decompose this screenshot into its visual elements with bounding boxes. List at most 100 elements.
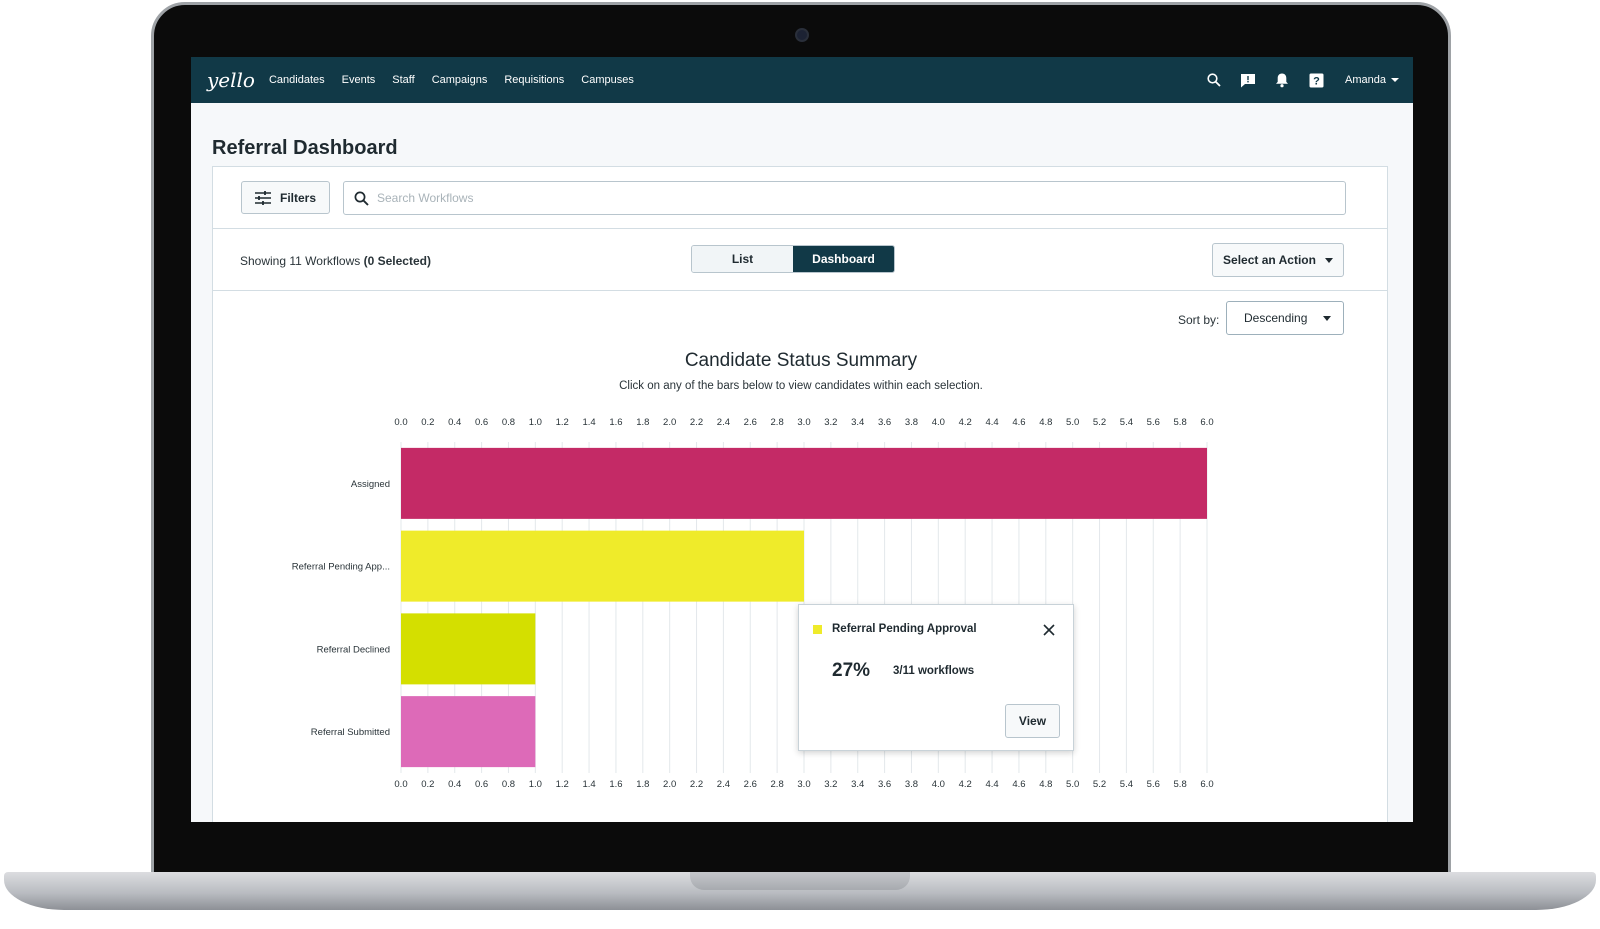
x-tick-label-top: 3.4 <box>851 417 864 428</box>
x-tick-label-top: 5.0 <box>1066 417 1079 428</box>
search-row: Filters <box>213 167 1387 229</box>
select-action-dropdown[interactable]: Select an Action <box>1212 243 1344 277</box>
search-box[interactable] <box>343 181 1346 215</box>
svg-text:?: ? <box>1313 75 1320 87</box>
bar-referral-pending-app[interactable] <box>401 530 804 602</box>
chart-subtitle: Click on any of the bars below to view c… <box>619 380 983 392</box>
popup-title: Referral Pending Approval <box>832 623 977 635</box>
x-tick-label-bottom: 3.2 <box>824 779 837 790</box>
bar-detail-popup: Referral Pending Approval 27% 3/11 workf… <box>798 604 1074 751</box>
select-action-label: Select an Action <box>1223 253 1316 267</box>
x-tick-label-bottom: 0.8 <box>502 779 515 790</box>
x-tick-label-bottom: 2.8 <box>771 779 784 790</box>
candidate-status-chart: 0.0 0.0 0.2 0.2 0.4 0.4 0.6 0.6 0.8 0.8 1.0 1.0 1.2 1… <box>292 417 1214 790</box>
x-tick-label-bottom: 5.6 <box>1147 779 1160 790</box>
x-tick-label-top: 0.8 <box>502 417 515 428</box>
x-tick-label-bottom: 6.0 <box>1200 779 1213 790</box>
x-tick-label-bottom: 1.0 <box>529 779 542 790</box>
x-tick-label-top: 4.2 <box>959 417 972 428</box>
search-icon[interactable] <box>1197 57 1231 103</box>
x-tick-label-top: 3.6 <box>878 417 891 428</box>
x-tick-label-bottom: 0.6 <box>475 779 488 790</box>
y-category-label: Referral Pending App... <box>292 562 390 573</box>
x-tick-label-bottom: 3.6 <box>878 779 891 790</box>
x-tick-label-bottom: 0.2 <box>421 779 434 790</box>
filters-label: Filters <box>279 190 316 205</box>
chart-title: Candidate Status Summary <box>684 350 918 371</box>
x-tick-label-top: 0.4 <box>448 417 461 428</box>
filters-button[interactable]: Filters <box>241 181 330 214</box>
x-tick-label-top: 2.0 <box>663 417 676 428</box>
search-input[interactable] <box>377 191 1277 205</box>
nav-requisitions[interactable]: Requisitions <box>504 74 565 86</box>
view-button[interactable]: View <box>1005 704 1060 738</box>
x-tick-label-top: 5.8 <box>1174 417 1187 428</box>
bar-assigned[interactable] <box>401 447 1207 519</box>
x-tick-label-bottom: 4.2 <box>959 779 972 790</box>
x-tick-label-bottom: 5.2 <box>1093 779 1106 790</box>
x-tick-label-bottom: 1.6 <box>609 779 622 790</box>
x-tick-label-bottom: 3.8 <box>905 779 918 790</box>
sort-select[interactable]: Descending <box>1226 301 1344 335</box>
nav-staff[interactable]: Staff <box>392 74 415 86</box>
sort-label: Sort by: <box>1178 313 1220 327</box>
nav-campuses[interactable]: Campuses <box>581 74 634 86</box>
popup-workflow-count: 3/11 workflows <box>893 665 975 677</box>
workflow-count: Showing 11 Workflows (0 Selected) <box>240 254 431 268</box>
x-tick-label-bottom: 3.4 <box>851 779 864 790</box>
x-tick-label-bottom: 4.6 <box>1012 779 1025 790</box>
y-category-label: Referral Submitted <box>311 727 390 738</box>
app-screen: yello Candidates Events Staff Campaigns … <box>191 57 1413 822</box>
help-icon[interactable]: ? <box>1299 57 1333 103</box>
y-category-label: Referral Declined <box>317 644 390 655</box>
x-tick-label-bottom: 4.0 <box>932 779 945 790</box>
chat-icon[interactable] <box>1231 57 1265 103</box>
bar-referral-declined[interactable] <box>401 613 536 685</box>
user-menu[interactable]: Amanda <box>1345 74 1399 86</box>
x-tick-label-top: 4.4 <box>985 417 998 428</box>
close-icon[interactable] <box>1041 622 1057 638</box>
yello-logo[interactable]: yello <box>207 68 255 92</box>
workflow-panel: Filters Showing 11 Workflows (0 Selected… <box>212 166 1388 822</box>
x-tick-label-top: 4.8 <box>1039 417 1052 428</box>
chevron-down-icon <box>1324 257 1333 263</box>
x-tick-label-top: 2.8 <box>771 417 784 428</box>
x-tick-label-bottom: 0.0 <box>394 779 407 790</box>
x-tick-label-top: 3.0 <box>797 417 810 428</box>
x-tick-label-bottom: 5.8 <box>1174 779 1187 790</box>
tab-dashboard[interactable]: Dashboard <box>793 246 894 272</box>
nav-events[interactable]: Events <box>341 74 376 86</box>
x-tick-label-top: 1.0 <box>529 417 542 428</box>
bar-referral-submitted[interactable] <box>401 696 536 768</box>
x-tick-label-top: 1.8 <box>636 417 649 428</box>
x-tick-label-top: 1.6 <box>609 417 622 428</box>
x-tick-label-bottom: 2.6 <box>744 779 757 790</box>
bell-icon[interactable] <box>1265 57 1299 103</box>
nav-campaigns[interactable]: Campaigns <box>431 74 488 86</box>
x-tick-label-bottom: 1.4 <box>582 779 595 790</box>
y-category-label: Assigned <box>351 479 390 490</box>
x-tick-label-bottom: 1.8 <box>636 779 649 790</box>
nav-candidates[interactable]: Candidates <box>268 74 325 86</box>
x-tick-label-top: 1.2 <box>556 417 569 428</box>
x-tick-label-top: 5.4 <box>1120 417 1133 428</box>
view-toggle: List Dashboard <box>691 245 895 273</box>
x-tick-label-top: 1.4 <box>582 417 595 428</box>
tab-list[interactable]: List <box>692 246 793 272</box>
x-tick-label-top: 2.6 <box>744 417 757 428</box>
x-tick-label-bottom: 5.4 <box>1120 779 1133 790</box>
workflow-count-text: Showing 11 Workflows <box>240 254 364 268</box>
chevron-down-icon <box>1323 315 1332 321</box>
search-icon <box>354 191 369 206</box>
x-tick-label-bottom: 2.0 <box>663 779 676 790</box>
x-tick-label-top: 4.6 <box>1012 417 1025 428</box>
x-tick-label-top: 3.2 <box>824 417 837 428</box>
sort-value: Descending <box>1244 311 1308 325</box>
user-name: Amanda <box>1345 74 1386 86</box>
selected-count: (0 Selected) <box>363 254 431 268</box>
chevron-down-icon <box>1391 78 1399 82</box>
toolbar-row: Showing 11 Workflows (0 Selected) List D… <box>213 229 1387 291</box>
legend-swatch <box>813 625 822 634</box>
x-tick-label-top: 0.6 <box>475 417 488 428</box>
x-tick-label-top: 5.2 <box>1093 417 1106 428</box>
